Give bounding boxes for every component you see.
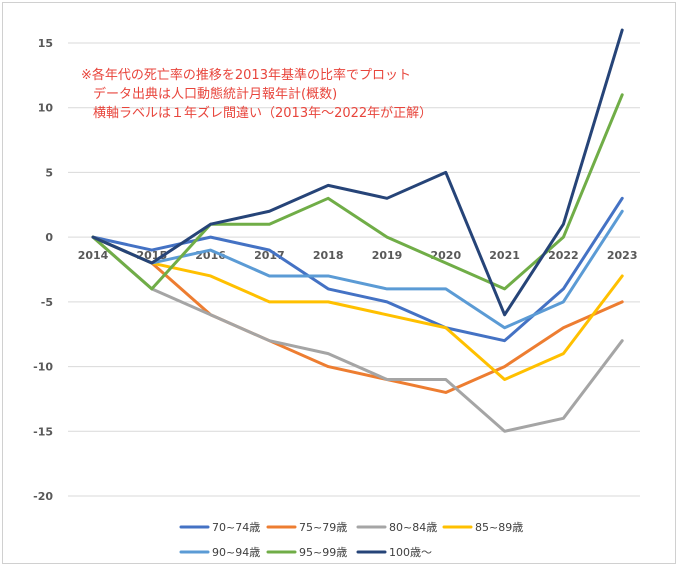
legend-label: 90~94歳	[212, 546, 260, 559]
y-tick-label: 15	[38, 37, 53, 50]
annotation: ※各年代の死亡率の推移を2013年基準の比率でプロット データ出典は人口動態統計…	[81, 67, 432, 121]
y-tick-label: 10	[38, 102, 54, 115]
legend-label: 80~84歳	[389, 521, 437, 534]
series-line-6	[91, 28, 624, 317]
x-tick-label: 2022	[548, 249, 579, 262]
y-tick-label: -10	[33, 361, 53, 374]
series-line-3	[91, 235, 624, 382]
legend-label: 95~99歳	[299, 546, 347, 559]
x-tick-label: 2014	[78, 249, 109, 262]
legend-label: 75~79歳	[299, 521, 347, 534]
x-tick-label: 2017	[254, 249, 285, 262]
y-tick-label: -5	[41, 296, 53, 309]
x-tick-label: 2019	[372, 249, 403, 262]
series-lines	[91, 28, 624, 433]
legend: 70~74歳 75~79歳 80~84歳 85~89歳 90~94歳 95~99歳 100歳…	[179, 521, 523, 559]
legend-label: 100歳～	[389, 546, 432, 559]
series-line-1	[91, 235, 624, 394]
y-axis-ticks: 15 10 5 0 -5 -10 -15 -20	[33, 37, 53, 503]
x-tick-label: 2023	[607, 249, 638, 262]
annotation-line-1: ※各年代の死亡率の推移を2013年基準の比率でプロット	[81, 67, 411, 83]
series-line-0	[91, 196, 624, 343]
legend-label: 85~89歳	[475, 521, 523, 534]
series-line-2	[91, 235, 624, 433]
y-tick-label: -20	[33, 490, 53, 503]
x-tick-label: 2018	[313, 249, 344, 262]
annotation-line-2: データ出典は人口動態統計月報年計(概数)	[93, 86, 337, 102]
legend-label: 70~74歳	[212, 521, 260, 534]
annotation-line-3: 横軸ラベルは１年ズレ間違い（2013年～2022年が正解）	[93, 105, 432, 121]
series-line-5	[91, 93, 624, 291]
series-line-4	[91, 209, 624, 330]
y-tick-label: -15	[33, 425, 53, 438]
x-tick-label: 2021	[489, 249, 520, 262]
y-tick-label: 5	[45, 166, 53, 179]
x-tick-label: 2020	[430, 249, 461, 262]
y-tick-label: 0	[45, 231, 53, 244]
